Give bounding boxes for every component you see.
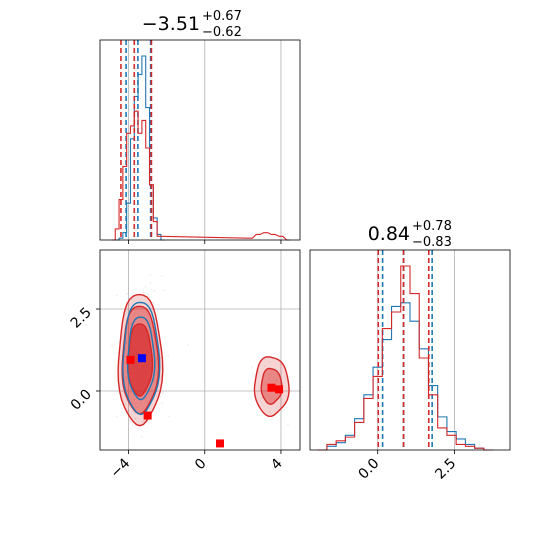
histogram-series-1 [111,110,291,241]
title-param-1: −3.51 [142,13,200,35]
sample-point [115,294,118,297]
sample-point [274,380,277,382]
sample-point [160,402,163,404]
title-param-1-upper: +0.67 [202,9,242,24]
sample-point [260,397,263,400]
sample-point [126,377,128,379]
sample-point [287,424,289,426]
x-tick-label-1: 2.5 [432,456,459,483]
sample-point [125,377,128,379]
sample-point [137,306,140,309]
sample-point [134,312,137,315]
y-tick-label-0: 0.0 [68,386,95,413]
sample-point [167,354,170,357]
sample-point [269,373,271,376]
sample-point [135,406,138,409]
marker-3 [216,439,224,448]
sample-point [147,295,149,298]
sample-point [111,344,114,347]
sample-point [129,421,132,424]
sample-point [149,281,152,284]
title-param-1-lower: −0.62 [202,25,242,40]
x-tick-label-1: 0 [192,456,210,474]
sample-point [258,390,260,393]
sample-point [131,402,134,405]
sample-point [169,308,172,310]
sample-point [129,391,132,394]
contour-1-0-0 [122,301,161,416]
sample-point [134,417,137,420]
sample-point [147,293,149,296]
sample-point [142,291,145,294]
sample-point [274,398,276,401]
sample-point [132,234,135,236]
sample-point [149,274,152,276]
sample-point [144,286,147,288]
x-tick-label-0: 0.0 [355,456,382,483]
sample-point [128,390,131,393]
marker-4 [267,383,276,392]
sample-point [141,320,143,323]
sample-point [129,322,132,325]
sample-point [134,412,136,414]
x-tick-label-2: 4 [268,455,286,473]
title-param-2-upper: +0.78 [412,219,452,234]
title-param-2: 0.84 [368,223,410,245]
sample-point [124,403,126,406]
sample-point [149,391,151,393]
sample-point [162,289,165,292]
sample-point [124,347,127,350]
grid [377,250,456,450]
marker-1 [126,355,135,364]
sample-point [152,301,155,304]
sample-point [275,378,278,381]
sample-point [142,291,145,294]
marker-2 [143,411,152,420]
histogram-series-0 [115,55,165,241]
sample-point [251,366,254,368]
x-tick-label-0: −4 [107,455,133,481]
joint-contour-panel: −4 0 4 0.0 2.5 [68,234,301,481]
sample-point [125,341,128,344]
y-tick-label-1: 2.5 [68,305,95,332]
sample-point [121,407,123,410]
sample-point [142,420,145,423]
sample-point [115,415,118,418]
sample-point [133,398,136,401]
sample-point [140,402,143,405]
marker-0 [137,354,146,363]
axes-frame [99,39,301,241]
axes-frame [309,249,511,451]
marginal-histogram-param-2: 0.84 +0.78 −0.83 0.0 2.5 [309,219,511,483]
sample-point [153,378,156,381]
axes-frame [99,249,301,451]
sample-point [129,419,131,422]
histogram-series-0 [317,302,494,451]
sample-point [153,289,156,292]
sample-point [159,395,162,398]
sample-point [263,364,266,367]
marker-5 [275,385,284,394]
sample-point [187,344,190,347]
sample-point [140,435,143,438]
sample-point [268,377,271,380]
sample-point [160,275,163,278]
sample-point [141,420,144,423]
grid [128,40,282,240]
sample-point [126,292,128,295]
sample-point [167,415,170,418]
histogram-series-1 [317,265,494,451]
title-param-2-lower: −0.83 [412,235,452,250]
sample-point [155,357,158,359]
sample-point [268,361,271,363]
marginal-histogram-param-1: −3.51 +0.67 −0.62 [99,9,301,244]
sample-point [161,391,164,394]
sample-point [268,411,271,413]
sample-point [146,400,149,403]
